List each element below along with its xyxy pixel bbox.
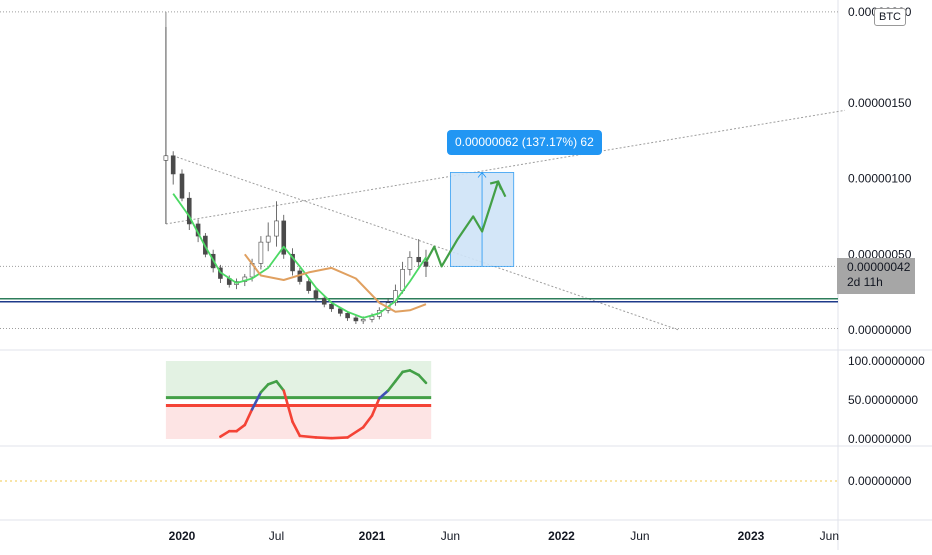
candle-body (274, 220, 279, 237)
time-axis-tick: Jul (269, 529, 284, 543)
candle-body (345, 313, 350, 319)
candle-body (265, 235, 271, 243)
currency-badge-label: BTC (879, 11, 901, 23)
candle-body (338, 308, 343, 314)
time-axis-tick: Jun (630, 529, 649, 543)
osc-line-segment (408, 369, 421, 377)
price-axis-tick: 0.00000100 (848, 172, 912, 186)
fast-ma-line (172, 193, 427, 319)
osc-line-segment (314, 436, 333, 440)
candle-body (170, 155, 176, 175)
osc-line-segment (250, 390, 263, 411)
time-axis-tick: Jun (820, 529, 839, 543)
osc-line-segment (370, 397, 381, 417)
candle-body (186, 197, 192, 225)
osc-line-segment (259, 383, 270, 394)
candle-body (258, 241, 264, 264)
osc-line-segment (394, 370, 404, 383)
candle-body (163, 155, 169, 161)
osc-line-segment (417, 373, 428, 385)
measure-label: 0.00000062 (137.17%) 62 (447, 130, 602, 155)
candle-body (329, 303, 334, 310)
price-axis-tick: 0.00000150 (848, 96, 912, 110)
time-axis-tick: 2022 (548, 529, 575, 543)
currency-badge[interactable]: BTC (874, 8, 906, 26)
osc-line-segment (235, 423, 247, 433)
candle-body (393, 290, 398, 304)
price-label-countdown: 2d 11h (847, 275, 883, 289)
osc-line-segment (219, 429, 231, 438)
candle-body (313, 290, 319, 299)
lower-axis-tick: 0.00000000 (848, 474, 912, 488)
candle-body (321, 297, 327, 305)
trendline (173, 155, 679, 331)
candle-body (306, 281, 311, 291)
osc-line-segment (282, 389, 294, 424)
osc-axis-tick: 50.00000000 (848, 393, 918, 407)
osc-line-segment (243, 408, 254, 427)
candle-body (423, 261, 429, 267)
time-axis-tick: 2023 (738, 529, 765, 543)
osc-line-segment (291, 420, 302, 438)
time-axis-tick: Jun (441, 529, 460, 543)
candle-body (416, 256, 422, 263)
osc-line-segment (386, 379, 397, 392)
osc-axis-tick: 0.00000000 (848, 432, 912, 446)
time-axis-tick: 2021 (359, 529, 386, 543)
osc-line-segment (377, 389, 390, 400)
measure-arrowhead (477, 171, 487, 178)
candle-body (407, 256, 413, 270)
slow-ma-line (244, 253, 427, 313)
price-axis-tick: 0.00000050 (848, 247, 912, 261)
measure-label-text: 0.00000062 (137.17%) 62 (455, 135, 594, 149)
osc-line-segment (361, 414, 374, 429)
price-label-value: 0.00000042 (847, 260, 911, 274)
osc-line-segment (330, 436, 349, 440)
osc-line-segment (298, 434, 318, 439)
osc-line-segment (346, 425, 365, 439)
forecast-arrowhead (489, 180, 503, 190)
forecast-path (425, 180, 507, 268)
osc-axis-tick: 100.00000000 (848, 354, 925, 368)
osc-line-segment (275, 379, 286, 392)
candle-body (281, 220, 287, 255)
candle-body (369, 316, 375, 320)
candle-body (400, 269, 405, 291)
osc-upper-zone (165, 361, 432, 398)
price-axis-tick: 0.00000000 (848, 323, 912, 337)
candle-body (353, 317, 359, 322)
osc-line-segment (266, 379, 278, 386)
candle-body (290, 253, 295, 272)
candle-body (179, 173, 185, 199)
price-label: 0.00000042 2d 11h (837, 258, 915, 294)
trendline (165, 109, 846, 225)
time-axis-tick: 2020 (169, 529, 196, 543)
candle-body (360, 319, 366, 322)
